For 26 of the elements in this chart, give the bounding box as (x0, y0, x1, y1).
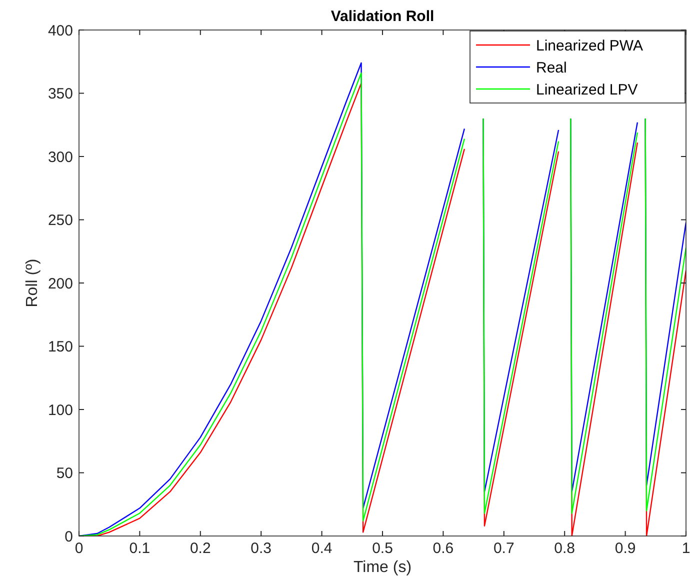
y-tick-label: 200 (48, 275, 73, 292)
x-tick-label: 0.5 (372, 540, 393, 557)
legend-label: Linearized PWA (536, 37, 643, 54)
x-tick-label: 0.1 (129, 540, 150, 557)
x-tick-label: 0.8 (554, 540, 576, 557)
y-axis-title: Roll (º) (24, 258, 41, 308)
x-tick-label: 0.3 (250, 540, 272, 557)
x-tick-label: 0.2 (190, 540, 211, 557)
x-tick-label: 0 (74, 540, 84, 557)
y-tick-label: 350 (48, 86, 73, 102)
x-tick-label: 1 (682, 540, 690, 557)
y-tick-label: 250 (48, 212, 73, 229)
x-tick-label: 0.9 (614, 540, 636, 557)
x-axis-title: Time (s) (353, 559, 412, 576)
y-tick-label: 50 (56, 465, 73, 482)
chart-title: Validation Roll (330, 8, 434, 25)
y-tick-label: 400 (48, 22, 73, 40)
y-tick-label: 150 (48, 338, 73, 356)
x-tick-label: 0.4 (311, 540, 332, 557)
x-tick-label: 0.7 (493, 540, 514, 557)
legend-label: Real (536, 59, 567, 76)
y-tick-label: 300 (48, 148, 73, 166)
y-tick-label: 0 (64, 528, 73, 546)
legend-label: Linearized LPV (536, 81, 638, 98)
y-tick-label: 100 (48, 402, 73, 419)
x-tick-label: 0.6 (432, 540, 454, 557)
